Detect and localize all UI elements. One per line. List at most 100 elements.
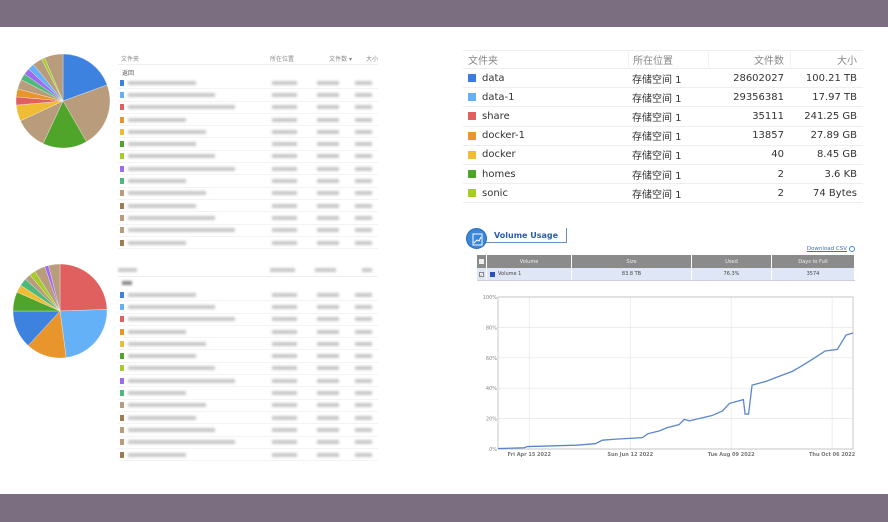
count-blurred — [317, 452, 339, 457]
folder-list-table-bottom — [118, 264, 378, 462]
location-blurred — [271, 215, 298, 220]
folder-location: 存储空间 1 — [632, 170, 682, 182]
folder-row-docker[interactable]: docker 存储空间 1 40 8.45 GB — [463, 146, 863, 165]
download-csv-label[interactable]: Download CSV — [806, 246, 847, 252]
folder-row-homes[interactable]: homes 存储空间 1 2 3.6 KB — [463, 165, 863, 185]
col-location[interactable]: 所在位置 — [270, 55, 295, 63]
pie-slice[interactable] — [48, 263, 61, 312]
pie-slice[interactable] — [62, 84, 111, 142]
folder-row[interactable] — [118, 412, 378, 425]
folder-row[interactable] — [118, 387, 378, 400]
folder-name-blurred — [127, 366, 216, 371]
back-link[interactable] — [118, 277, 378, 289]
folder-location: 存储空间 1 — [632, 112, 682, 124]
col-size[interactable]: 大小 — [365, 55, 378, 63]
pie-slice[interactable] — [62, 53, 108, 102]
folder-row[interactable] — [118, 237, 378, 250]
folder-row[interactable] — [118, 114, 378, 127]
volume-row[interactable]: ✓ Volume 1 83.8 TB 76.3% 3574 — [477, 268, 855, 281]
col-location[interactable]: 所在位置 — [628, 52, 708, 67]
table-header: 文件夹 所在位置 文件数 ▾ 大小 — [118, 52, 378, 65]
col-count[interactable]: 文件数 — [708, 52, 790, 67]
folder-usage-table: 文件夹 所在位置 文件数 大小 data 存储空间 1 28602027 100.21… — [463, 50, 863, 204]
folder-color-swatch — [120, 365, 124, 372]
folder-row[interactable] — [118, 301, 378, 314]
folder-name-blurred — [127, 240, 187, 245]
folder-color-swatch — [120, 414, 124, 421]
size-blurred — [354, 154, 372, 159]
location-blurred — [271, 304, 298, 309]
folder-name-blurred — [127, 341, 206, 346]
col-folder[interactable]: 文件夹 — [468, 56, 498, 67]
folder-name-blurred — [127, 317, 235, 322]
folder-row[interactable] — [118, 363, 378, 376]
folder-row[interactable] — [118, 151, 378, 164]
col-used: Used — [692, 255, 772, 268]
folder-color-swatch — [120, 214, 124, 221]
location-blurred — [271, 378, 298, 383]
folder-row[interactable] — [118, 175, 378, 188]
folder-row-sonic[interactable]: sonic 存储空间 1 2 74 Bytes — [463, 184, 863, 204]
folder-row[interactable] — [118, 200, 378, 213]
folder-row[interactable] — [118, 225, 378, 237]
folder-color-swatch — [120, 439, 124, 446]
volume-checkbox[interactable]: ✓ — [477, 268, 487, 280]
size-blurred — [354, 391, 372, 396]
location-blurred — [271, 191, 298, 196]
col-size[interactable]: 大小 — [790, 52, 863, 67]
folder-name-blurred — [127, 403, 206, 408]
count-blurred — [317, 403, 339, 408]
folder-name-blurred — [127, 154, 216, 159]
folder-row[interactable] — [118, 102, 378, 114]
folder-row[interactable] — [118, 375, 378, 388]
x-tick-label: Tue Aug 09 2022 — [708, 452, 755, 458]
folder-row[interactable] — [118, 449, 378, 462]
folder-row[interactable] — [118, 138, 378, 151]
folder-row[interactable] — [118, 350, 378, 363]
y-tick-label: 20% — [486, 417, 497, 423]
folder-row-data[interactable]: data 存储空间 1 28602027 100.21 TB — [463, 69, 863, 89]
pie-slice[interactable] — [44, 53, 64, 102]
y-tick-label: 80% — [486, 325, 497, 331]
pie-slice[interactable] — [59, 309, 108, 358]
location-blurred — [271, 80, 298, 85]
folder-location: 存储空间 1 — [632, 93, 682, 105]
back-link[interactable]: 返回 — [122, 70, 135, 77]
col-count[interactable]: 文件数 ▾ — [329, 55, 352, 63]
pie-slice[interactable] — [59, 263, 108, 312]
folder-list-table-top: 文件夹 所在位置 文件数 ▾ 大小 返回 — [118, 52, 378, 250]
folder-row[interactable] — [118, 338, 378, 351]
folder-row[interactable] — [118, 437, 378, 449]
folder-row[interactable] — [118, 400, 378, 412]
folder-row[interactable] — [118, 212, 378, 225]
location-blurred — [271, 452, 298, 457]
folder-color-swatch — [468, 131, 476, 140]
folder-row[interactable] — [118, 126, 378, 139]
download-csv-link[interactable]: Download CSV — [807, 246, 855, 252]
folder-row[interactable] — [118, 163, 378, 176]
folder-size: 3.6 KB — [824, 168, 858, 180]
folder-row[interactable] — [118, 77, 378, 90]
folder-name-blurred — [127, 203, 196, 208]
size-blurred — [354, 129, 372, 134]
folder-row-share[interactable]: share 存储空间 1 35111 241.25 GB — [463, 107, 863, 127]
col-folder[interactable]: 文件夹 — [121, 55, 140, 63]
folder-row[interactable] — [118, 188, 378, 200]
folder-color-swatch — [468, 74, 476, 83]
folder-name-blurred — [127, 354, 196, 359]
y-tick-label: 0% — [489, 447, 497, 453]
folder-row-docker-1[interactable]: docker-1 存储空间 1 13857 27.89 GB — [463, 127, 863, 146]
y-tick-label: 40% — [486, 386, 497, 392]
folder-row[interactable] — [118, 89, 378, 102]
folder-row[interactable] — [118, 314, 378, 326]
select-all-checkbox[interactable] — [477, 255, 487, 268]
folder-file-count: 40 — [771, 149, 784, 161]
folder-row[interactable] — [118, 424, 378, 437]
folder-color-swatch — [120, 190, 124, 197]
folder-row[interactable] — [118, 326, 378, 339]
folder-row-data-1[interactable]: data-1 存储空间 1 29356381 17.97 TB — [463, 88, 863, 108]
folder-row[interactable] — [118, 289, 378, 302]
count-blurred — [317, 92, 339, 97]
folder-color-swatch — [120, 165, 124, 172]
location-blurred — [271, 154, 298, 159]
